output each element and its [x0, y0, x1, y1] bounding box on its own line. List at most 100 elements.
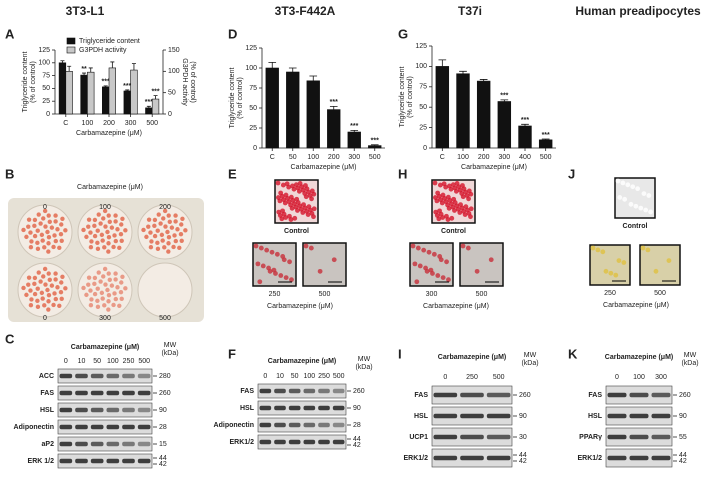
- legend-swatch: [66, 46, 76, 54]
- error-bar: [521, 123, 529, 126]
- legend-label: Triglyceride content: [79, 38, 140, 45]
- significance-label: ***: [145, 99, 153, 106]
- significance-label: ***: [350, 123, 358, 130]
- stain-spot: [55, 285, 60, 290]
- stain-spot: [92, 291, 98, 297]
- stain-spot: [49, 225, 55, 230]
- x-tick-label: 200: [103, 120, 115, 127]
- y-tick-label: 25: [42, 98, 50, 105]
- dose-label: 500: [476, 291, 488, 298]
- well-label: 300: [99, 315, 111, 322]
- cell-droplet: [283, 192, 289, 198]
- stain-spot: [46, 299, 51, 304]
- stain-spot: [35, 298, 40, 304]
- cell-droplet: [293, 182, 299, 188]
- blot-band: [122, 373, 135, 379]
- cell-droplet: [633, 203, 639, 209]
- protein-label: Adiponectin: [214, 422, 254, 429]
- lane-label: 0: [615, 374, 619, 381]
- stain-spot: [178, 231, 184, 237]
- lane-label: 500: [333, 373, 345, 380]
- blot-band: [303, 422, 316, 428]
- y-tick-label: 125: [415, 43, 427, 50]
- cell-droplet: [278, 190, 284, 196]
- blot-band: [137, 458, 151, 464]
- stain-spot: [92, 233, 98, 239]
- error-bar: [131, 63, 136, 71]
- cell-droplet: [275, 180, 281, 186]
- blot-band: [288, 439, 301, 445]
- blot-band: [75, 424, 88, 430]
- stain-spot: [95, 304, 101, 310]
- blot-band: [607, 392, 627, 398]
- blot-band: [460, 455, 484, 461]
- blot-strip: [57, 453, 153, 469]
- stain-spot: [59, 296, 64, 302]
- stain-spot: [51, 244, 56, 250]
- lane-label: 100: [633, 374, 645, 381]
- protein-label: FAS: [588, 392, 602, 399]
- stain-spot: [26, 275, 32, 280]
- blot-band: [137, 390, 151, 396]
- blot-band: [90, 458, 104, 464]
- stain-spot: [98, 279, 103, 284]
- stain-spot: [58, 231, 64, 237]
- stain-spot: [103, 224, 108, 229]
- stain-spot: [111, 302, 116, 308]
- y-axis-label: Triglyceride content: [399, 67, 406, 128]
- stain-spot: [162, 208, 168, 214]
- y-tick-label: 50: [42, 85, 50, 92]
- blot-band: [90, 441, 104, 447]
- stain-spot: [95, 298, 100, 304]
- stain-spot: [141, 227, 146, 233]
- panel-letter: A: [5, 26, 15, 41]
- stain-spot: [21, 285, 26, 291]
- cell-droplet: [622, 196, 628, 202]
- stain-spot: [102, 303, 107, 308]
- panel-letter: B: [5, 166, 14, 181]
- stain-spot: [32, 217, 38, 223]
- mw-label: 260: [353, 388, 365, 395]
- x-tick-label: C: [63, 120, 68, 127]
- stain-spot: [119, 296, 124, 302]
- stain-spot: [92, 223, 97, 229]
- blot-band: [274, 439, 286, 445]
- cell-droplet: [287, 213, 292, 219]
- panel-letter: G: [398, 26, 408, 41]
- y-axis-label: Triglyceride content: [229, 68, 236, 129]
- bar: [58, 62, 67, 115]
- cell-droplet: [289, 277, 294, 283]
- stain-spot: [47, 219, 52, 224]
- lane-label: 100: [107, 358, 119, 365]
- cell-droplet: [437, 208, 442, 214]
- blot-band: [651, 455, 671, 461]
- mw-label: 260: [519, 392, 531, 399]
- mw-label: 90: [679, 413, 687, 420]
- cell-droplet: [441, 181, 447, 187]
- stain-spot: [42, 303, 47, 308]
- stain-spot: [60, 216, 65, 222]
- blot-band: [59, 407, 73, 413]
- y2-axis-label: (% of control): [189, 61, 196, 103]
- blot-band: [122, 458, 135, 464]
- stain-spot: [95, 240, 100, 246]
- protein-label: ERK 1/2: [28, 458, 55, 465]
- bar: [538, 139, 553, 149]
- cell-droplet: [410, 243, 416, 249]
- stain-spot: [46, 271, 51, 276]
- stain-spot: [106, 299, 111, 304]
- stain-spot: [53, 277, 58, 282]
- blot-band: [106, 458, 120, 464]
- lane-label: 300: [655, 374, 667, 381]
- stain-spot: [63, 286, 68, 291]
- stain-spot: [53, 213, 58, 218]
- blot-band: [259, 439, 272, 445]
- protein-label: ERK1/2: [403, 455, 428, 462]
- stain-spot: [111, 244, 116, 250]
- stain-spot: [86, 217, 92, 222]
- mw-label: 90: [353, 405, 361, 412]
- cell-droplet: [297, 181, 303, 186]
- cell-droplet: [432, 180, 438, 186]
- blot-strip: [257, 383, 347, 399]
- stain-spot: [57, 303, 62, 308]
